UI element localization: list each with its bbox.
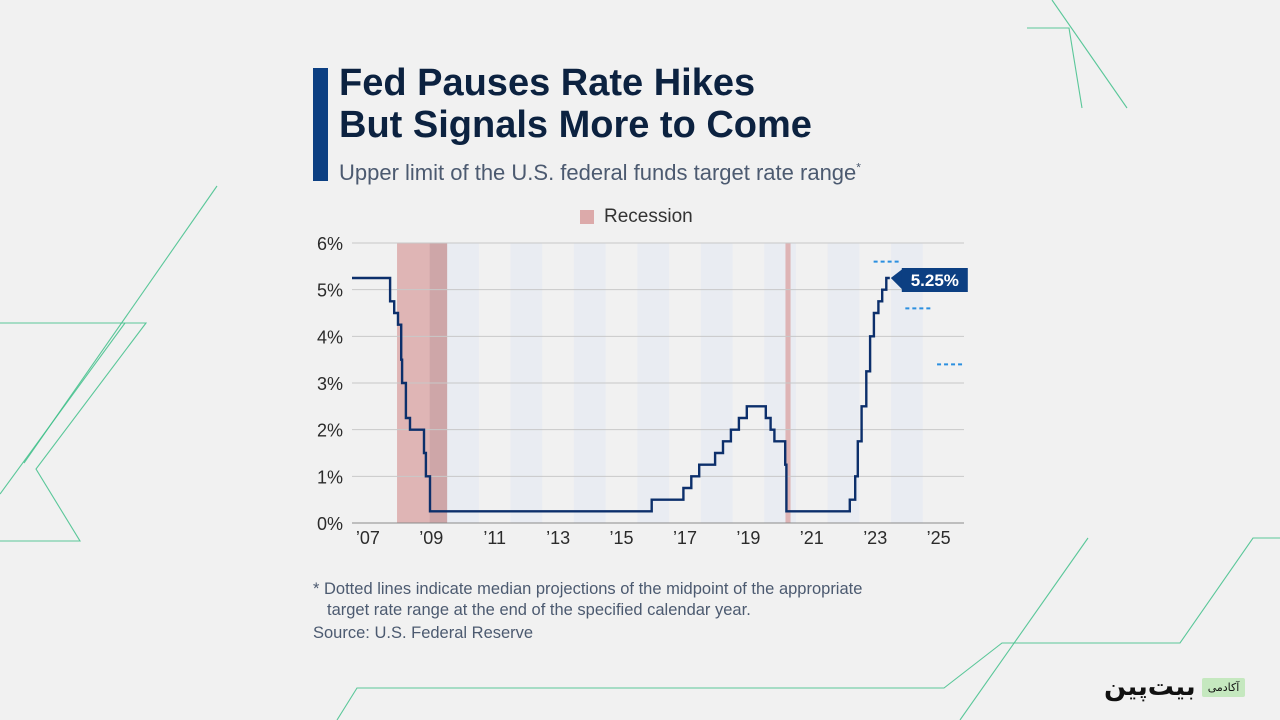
x-axis: ’07 ’09 ’11 ’13 ’15 ’17 ’19 ’21 ’23 ’25	[356, 528, 951, 548]
footnote-line-1: * Dotted lines indicate median projectio…	[313, 580, 863, 598]
decor-line-0	[0, 322, 148, 542]
projection-marks	[873, 260, 963, 366]
recession-legend-swatch	[580, 210, 594, 224]
y-tick-label: 5%	[317, 281, 343, 301]
x-tick-label: ’11	[483, 528, 506, 548]
footnote-line-2: target rate range at the end of the spec…	[327, 601, 751, 619]
brand-logo: بیت‌پین آکادمی	[1104, 672, 1246, 702]
x-tick-label: ’17	[673, 528, 697, 548]
chart-title: Fed Pauses Rate Hikes But Signals More t…	[339, 62, 812, 146]
decor-line-4	[1027, 27, 1083, 109]
y-tick-label: 2%	[317, 421, 343, 441]
grid-lines	[352, 242, 964, 524]
y-tick-label: 6%	[317, 234, 343, 254]
x-tick-label: ’19	[736, 528, 760, 548]
decor-line-6	[336, 537, 1280, 720]
y-axis: 0% 1% 2% 3% 4% 5% 6%	[317, 234, 343, 534]
y-tick-label: 3%	[317, 374, 343, 394]
x-tick-label: ’13	[546, 528, 570, 548]
decor-line-5	[959, 537, 1089, 720]
logo-tag: آکادمی	[1201, 677, 1246, 697]
logo-wordmark: بیت‌پین	[1104, 672, 1196, 702]
chart-subtitle: Upper limit of the U.S. federal funds ta…	[339, 160, 861, 186]
decor-line-2	[0, 322, 126, 495]
title-accent-bar	[313, 68, 328, 181]
callout-label: 5.25%	[911, 271, 959, 290]
y-tick-label: 1%	[317, 467, 343, 487]
footnote: * Dotted lines indicate median projectio…	[313, 579, 862, 621]
subtitle-footnote-mark: *	[856, 160, 861, 175]
source-note: Source: U.S. Federal Reserve	[313, 624, 534, 642]
chart-legend: Recession	[580, 206, 693, 228]
value-callout: 5.25%	[890, 268, 968, 292]
x-tick-label: ’15	[610, 528, 634, 548]
x-tick-label: ’25	[927, 528, 951, 548]
recession-legend-label: Recession	[604, 206, 693, 227]
rate-line	[352, 276, 890, 513]
callout-pointer	[890, 268, 904, 291]
decor-line-3	[1051, 0, 1128, 109]
subtitle-text: Upper limit of the U.S. federal funds ta…	[339, 160, 857, 185]
x-tick-label: ’07	[356, 528, 380, 548]
x-tick-label: ’09	[419, 528, 443, 548]
y-tick-label: 0%	[317, 514, 343, 534]
x-tick-label: ’23	[863, 528, 887, 548]
callout-box	[901, 268, 968, 292]
x-tick-label: ’21	[800, 528, 824, 548]
y-tick-label: 4%	[317, 327, 343, 347]
